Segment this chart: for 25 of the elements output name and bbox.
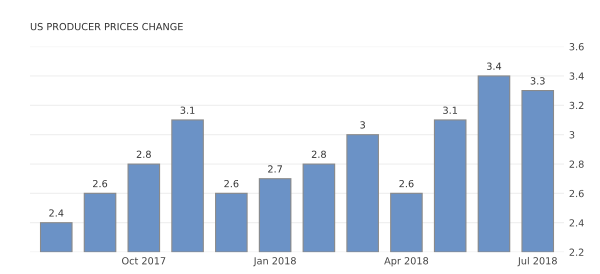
y-tick-label: 3.6 [570, 43, 584, 50]
data-label: 2.8 [136, 150, 151, 158]
y-tick-label: 2.2 [570, 248, 584, 256]
data-label: 3.1 [443, 106, 458, 114]
data-label: 3 [360, 121, 365, 129]
y-tick-label: 2.4 [570, 219, 584, 226]
x-tick-label: Jan 2018 [253, 257, 296, 266]
x-tick-label: Apr 2018 [384, 257, 428, 266]
chart-title: US PRODUCER PRICES CHANGE [30, 22, 183, 30]
data-label: 2.6 [93, 180, 108, 188]
y-tick-label: 3 [570, 131, 574, 138]
y-tick-label: 2.6 [570, 190, 584, 198]
x-tick-label: Oct 2017 [122, 257, 166, 264]
y-tick-label: 3.2 [570, 102, 584, 110]
data-label: 2.6 [399, 180, 414, 188]
x-tick-label: Jul 2018 [517, 256, 557, 266]
data-label: 3.4 [486, 62, 502, 70]
data-label: 3.3 [530, 77, 545, 85]
data-label: 3.1 [180, 106, 194, 114]
y-tick-label: 2.8 [570, 160, 584, 168]
data-label: 2.7 [268, 165, 282, 172]
data-label: 2.6 [224, 180, 238, 188]
data-label: 2.8 [312, 150, 326, 158]
y-tick-label: 3.4 [570, 72, 584, 80]
data-label: 2.4 [49, 209, 64, 217]
